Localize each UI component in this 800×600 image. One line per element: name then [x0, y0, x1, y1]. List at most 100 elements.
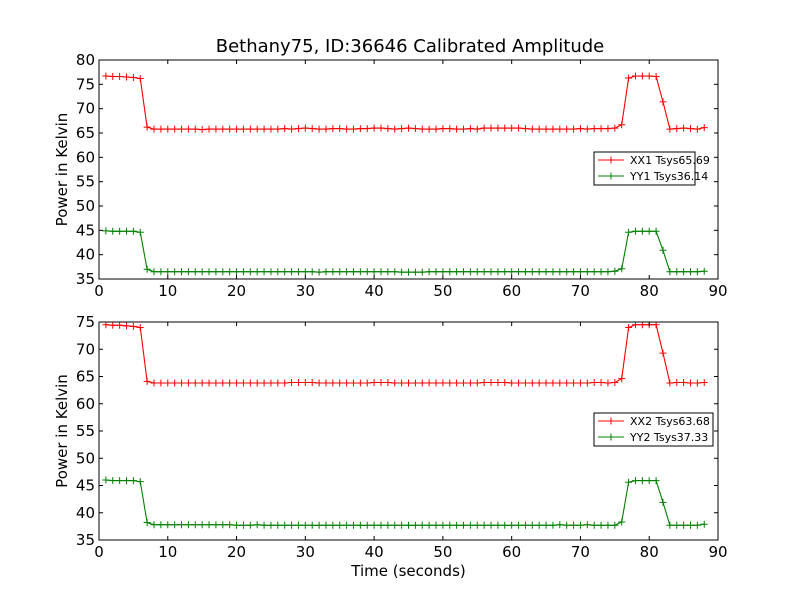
panel-2: 0 10 20 30 40 50 60 70 80 90 35 40 45 50 55 60 65 70 75 Pow…	[53, 313, 728, 580]
y-tick-label: 75	[76, 75, 95, 93]
y-tick-label: 80	[76, 51, 95, 69]
data-point	[398, 379, 406, 387]
data-point	[398, 521, 406, 529]
data-point	[666, 125, 674, 133]
data-point	[294, 268, 302, 276]
data-point	[322, 521, 330, 529]
data-point	[515, 521, 523, 529]
legend-label: YY1 Tsys36.14	[629, 170, 708, 183]
data-point	[322, 379, 330, 387]
data-point	[638, 72, 646, 80]
data-point	[425, 379, 433, 387]
data-point	[590, 268, 598, 276]
data-point	[645, 477, 653, 485]
data-point	[226, 379, 234, 387]
data-point	[384, 268, 392, 276]
x-tick-label: 10	[158, 543, 177, 561]
data-point	[391, 379, 399, 387]
data-point	[109, 322, 117, 329]
data-point	[638, 477, 646, 485]
y-tick-label: 45	[76, 477, 95, 495]
data-point	[659, 98, 667, 106]
data-point	[157, 268, 165, 276]
data-point	[212, 521, 220, 529]
data-point	[274, 125, 282, 133]
data-point	[673, 521, 681, 529]
x-axis-label: Time (seconds)	[350, 562, 466, 580]
data-point	[549, 521, 557, 529]
data-point	[184, 125, 192, 133]
data-point	[473, 125, 481, 133]
data-point	[645, 227, 653, 235]
x-tick-label: 40	[365, 543, 384, 561]
legend-entry: YY1 Tsys36.14	[598, 170, 708, 183]
data-point	[301, 268, 309, 276]
data-point	[604, 268, 612, 276]
data-point	[542, 268, 550, 276]
data-point	[377, 378, 385, 386]
data-point	[212, 268, 220, 276]
data-point	[652, 477, 660, 485]
data-point	[219, 379, 227, 387]
data-point	[315, 379, 323, 387]
data-point	[164, 379, 172, 387]
data-point	[487, 124, 495, 132]
x-tick-label: 70	[571, 282, 590, 300]
data-point	[666, 521, 674, 529]
data-point	[487, 378, 495, 386]
data-point	[267, 268, 275, 276]
data-point	[143, 265, 151, 273]
data-point	[198, 126, 206, 134]
data-point	[136, 228, 144, 236]
y-axis-label: Power in Kelvin	[53, 374, 71, 488]
data-point	[253, 125, 261, 133]
data-point	[576, 268, 584, 276]
data-point	[288, 378, 296, 386]
series-yy1	[102, 227, 708, 276]
data-point	[652, 73, 660, 81]
legend: XX1 Tsys65.69 YY1 Tsys36.14	[593, 151, 710, 186]
y-tick-label: 60	[76, 148, 95, 166]
data-point	[590, 378, 598, 386]
legend: XX2 Tsys63.68 YY2 Tsys37.33	[593, 412, 714, 447]
data-point	[700, 378, 708, 386]
data-point	[239, 379, 247, 387]
legend-entry: XX1 Tsys65.69	[598, 154, 710, 167]
data-point	[274, 521, 282, 529]
data-point	[136, 74, 144, 82]
data-point	[686, 268, 694, 276]
data-point	[494, 521, 502, 529]
legend-marker	[607, 433, 615, 441]
data-point	[356, 379, 364, 387]
data-point	[460, 268, 468, 276]
data-point	[494, 124, 502, 132]
data-point	[205, 521, 213, 529]
data-point	[102, 476, 110, 484]
data-point	[246, 521, 254, 529]
y-tick-label: 55	[76, 422, 95, 440]
data-point	[466, 268, 474, 276]
legend-box	[593, 412, 714, 447]
data-point	[528, 125, 536, 133]
data-point	[576, 379, 584, 387]
data-point	[184, 268, 192, 276]
data-point	[205, 379, 213, 387]
data-point	[377, 124, 385, 132]
data-point	[129, 477, 137, 485]
data-point	[515, 379, 523, 387]
x-tick-label: 40	[365, 282, 384, 300]
data-point	[487, 268, 495, 276]
data-point	[294, 125, 302, 133]
data-point	[542, 521, 550, 529]
data-point	[102, 72, 110, 80]
data-point	[473, 268, 481, 276]
data-point	[157, 379, 165, 387]
y-tick-label: 70	[76, 340, 95, 358]
data-point	[356, 125, 364, 133]
data-point	[301, 378, 309, 386]
data-point	[260, 521, 268, 529]
data-point	[184, 521, 192, 529]
data-point	[116, 227, 124, 235]
data-point	[123, 322, 131, 330]
data-point	[535, 125, 543, 133]
